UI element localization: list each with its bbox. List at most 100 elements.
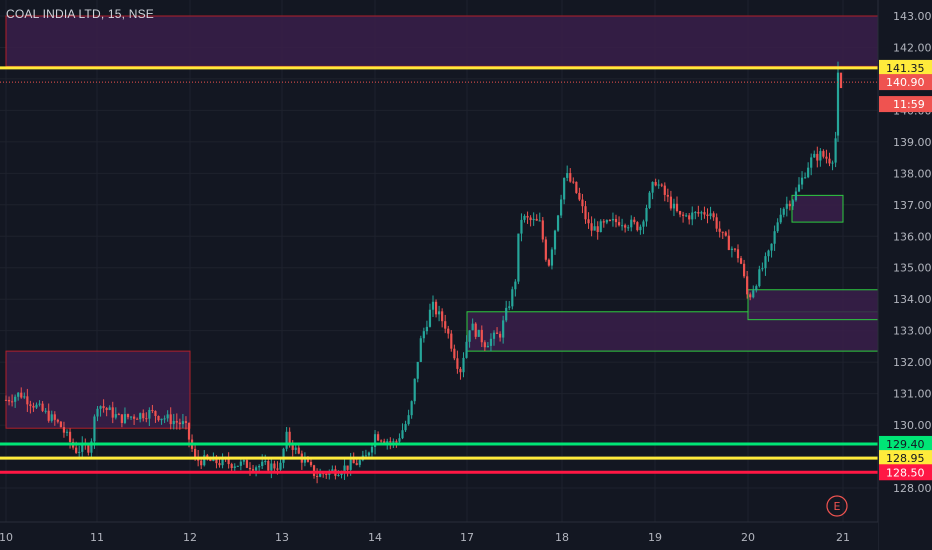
candle-body [511,289,514,307]
candle-body [410,401,413,416]
candle-body [697,212,700,214]
candle-body [267,461,270,471]
candle-body [75,447,78,453]
candle-body [166,414,169,419]
candle-body [465,341,468,358]
candle-body [797,184,801,192]
time-tick-label: 11 [90,531,104,544]
candle-body [550,249,554,266]
candle-body [35,404,38,408]
candle-body [810,157,813,168]
candle-body [736,249,740,259]
candle-body [630,219,633,228]
candle-body [291,443,294,450]
time-tick-label: 21 [836,531,850,544]
zone-rect [747,289,879,321]
chart-grid [0,0,878,522]
candle-body [587,219,590,224]
candle-body [178,422,181,425]
candle-body [276,468,279,470]
candle-body [142,413,145,419]
price-level-tag [879,59,932,76]
symbol-title: COAL INDIA LTD, 15, NSE [6,7,154,21]
candle-body [230,464,233,468]
candle-body [215,456,218,464]
candle-body [145,418,148,420]
candle-body [11,401,14,403]
candle-body [453,348,456,359]
candle-body [651,181,654,193]
candle-body [7,399,11,402]
candle-body [839,72,843,89]
candle-body [639,226,642,231]
candle-body [755,286,758,291]
candle-body [373,434,377,447]
candle-body [108,407,111,410]
time-tick-label: 10 [0,531,13,544]
price-tick-label: 138.00 [893,167,932,180]
candle-body [535,218,538,221]
candle-body [785,203,788,209]
candle-body [319,473,322,477]
candle-body [691,212,694,220]
candle-body [489,338,493,346]
price-tick-label: 137.00 [893,199,932,212]
candle-body [87,445,90,453]
candle-body [242,460,245,462]
candle-body [325,473,328,475]
earnings-marker-label: E [834,500,841,513]
candle-body [133,416,136,419]
candle-body [184,421,188,423]
candle-body [444,321,447,329]
candle-body [791,200,794,207]
candle-body [611,218,615,221]
candle-body [102,406,105,409]
candle-body [480,329,483,343]
candle-body [392,441,395,443]
candle-body [502,320,505,338]
candle-body [349,459,352,470]
candle-body [441,311,444,322]
candle-body [569,173,572,182]
candle-body [255,467,258,471]
candle-body [331,469,334,472]
candle-body [279,462,282,470]
candle-body [200,460,203,466]
zone-rect [5,15,879,67]
candle-body [93,416,96,442]
candle-body [575,181,578,193]
earnings-marker[interactable] [826,495,848,517]
candle-body [312,465,316,476]
candle-body [743,263,746,277]
zone-rect [791,194,844,223]
horizontal-levels: E [0,66,878,517]
price-tick-label: 130.00 [893,419,932,432]
candle-body [581,199,584,207]
candle-body [416,361,419,379]
candle-body [151,409,154,411]
price-tick-label: 142.00 [893,41,932,54]
candle-body [41,403,44,411]
price-level-tag [879,464,932,481]
candle-body [395,441,398,443]
candle-body [264,461,267,463]
candle-body [709,213,712,217]
candle-body [380,440,383,442]
candle-body [471,323,474,331]
candle-body [447,328,450,334]
candle-body [733,248,737,250]
candle-body [764,256,767,269]
candle-body [474,323,477,337]
candle-body [749,294,752,298]
candle-body [563,177,566,200]
candle-body [486,345,489,348]
candle-body [114,414,117,418]
candle-body [209,459,212,461]
candle-body [90,441,93,453]
price-level-label: 141.35 [886,62,925,75]
time-axis: 10 11 12 13 14 17 18 19 20 21 [0,521,878,550]
candle-body [477,329,480,337]
candle-body [645,207,648,222]
candle-body [572,181,575,183]
